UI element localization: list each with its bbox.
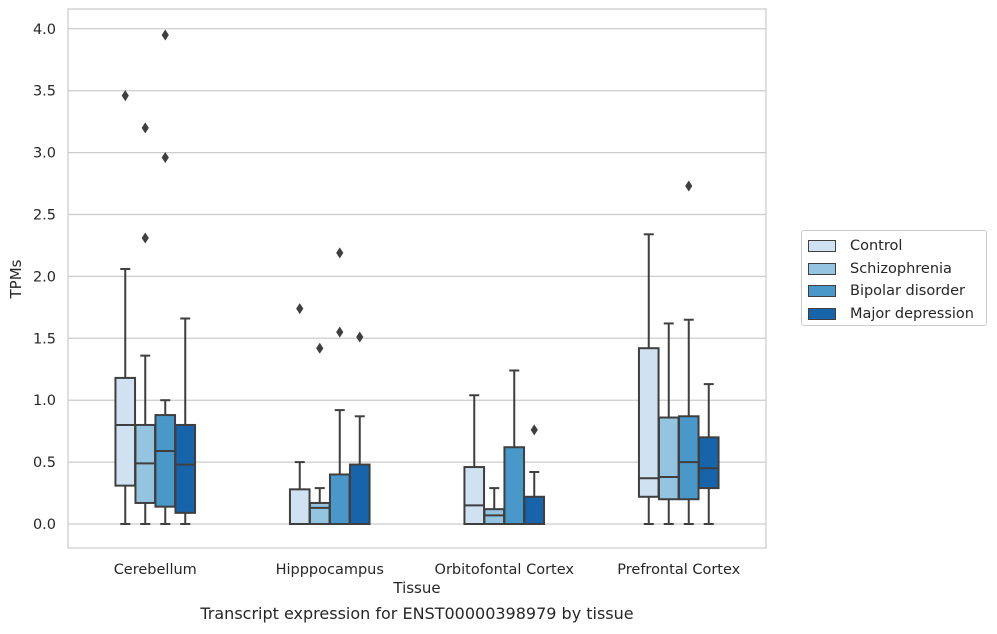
outlier-point	[141, 232, 149, 244]
x-tick-label: Cerebellum	[114, 562, 197, 578]
box-schizophrenia	[483, 487, 506, 526]
box-body	[677, 415, 700, 501]
box-body	[637, 347, 660, 498]
y-tick-label: 3.0	[33, 146, 56, 162]
outlier-point	[121, 90, 129, 102]
box-body	[154, 414, 177, 508]
legend-swatch-major-depression	[808, 308, 836, 321]
box-body	[308, 501, 331, 526]
y-axis-ticks: 0.0 0.5 1.0 1.5 2.0 2.5 3.0 3.5 4.0	[33, 22, 56, 533]
outlier-point	[336, 326, 344, 338]
box-bipolar-disorder	[328, 247, 351, 526]
legend-swatch-bipolar-disorder	[808, 285, 836, 298]
legend-item-major-depression: Major depression	[808, 303, 986, 326]
y-tick-label: 0.0	[33, 517, 56, 533]
box-control	[463, 394, 486, 525]
box-body	[348, 463, 371, 525]
box-body	[657, 416, 680, 501]
y-tick-label: 2.0	[33, 269, 56, 285]
box-schizophrenia	[134, 122, 157, 525]
box-body	[463, 466, 486, 525]
outlier-point	[161, 152, 169, 164]
x-tick-label: Orbitofontal Cortex	[435, 562, 575, 578]
box-major-depression	[697, 383, 720, 525]
x-axis-ticks: Cerebellum Hipppocampus Orbitofontal Corte…	[114, 562, 741, 578]
chart-caption: Transcript expression for ENST0000039897…	[200, 604, 634, 623]
x-tick-label: Prefrontal Cortex	[617, 562, 740, 578]
box-major-depression	[348, 331, 371, 525]
x-axis-label: Tissue	[393, 579, 441, 597]
outlier-point	[356, 331, 364, 343]
box-major-depression	[523, 424, 546, 526]
y-tick-label: 3.5	[33, 84, 56, 100]
outlier-point	[296, 303, 304, 315]
box-body	[483, 508, 506, 526]
box-control	[288, 303, 311, 525]
outlier-point	[336, 247, 344, 259]
legend-item-schizophrenia: Schizophrenia	[808, 258, 986, 281]
legend-swatch-schizophrenia	[808, 262, 836, 275]
y-axis-label: TPMs	[7, 259, 25, 299]
legend: Control Schizophrenia Bipolar disorder M…	[801, 230, 987, 326]
plot-frame	[67, 8, 767, 549]
y-tick-label: 1.0	[33, 393, 56, 409]
box-schizophrenia	[657, 322, 680, 525]
box-body	[523, 495, 546, 526]
box-control	[637, 233, 660, 525]
box-body	[328, 473, 351, 526]
box-body	[503, 446, 526, 525]
legend-item-bipolar-disorder: Bipolar disorder	[808, 280, 986, 303]
legend-item-control: Control	[808, 235, 986, 258]
box-body	[288, 488, 311, 525]
box-bipolar-disorder	[503, 369, 526, 525]
legend-label-control: Control	[850, 238, 903, 255]
outlier-point	[141, 122, 149, 134]
box-bipolar-disorder	[154, 29, 177, 525]
legend-label-bipolar-disorder: Bipolar disorder	[850, 283, 965, 300]
y-tick-label: 0.5	[33, 455, 56, 471]
y-tick-label: 1.5	[33, 331, 56, 347]
legend-label-schizophrenia: Schizophrenia	[850, 260, 952, 277]
outlier-point	[530, 424, 538, 436]
legend-label-major-depression: Major depression	[850, 306, 974, 323]
x-tick-label: Hipppocampus	[276, 562, 384, 578]
box-control	[114, 90, 137, 525]
outlier-point	[685, 180, 693, 192]
box-body	[697, 436, 720, 490]
box-bipolar-disorder	[677, 180, 700, 525]
box-body	[114, 376, 137, 487]
outlier-point	[161, 29, 169, 41]
box-schizophrenia	[308, 342, 331, 526]
y-tick-label: 4.0	[33, 22, 56, 38]
y-tick-label: 2.5	[33, 208, 56, 224]
box-body	[174, 423, 197, 514]
outlier-point	[316, 342, 324, 354]
box-major-depression	[174, 317, 197, 525]
legend-swatch-control	[808, 240, 836, 253]
box-group	[114, 29, 720, 526]
